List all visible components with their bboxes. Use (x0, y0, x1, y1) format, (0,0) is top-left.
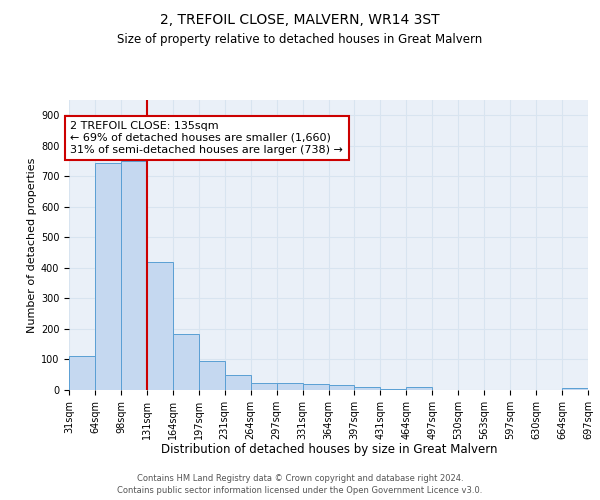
Text: Size of property relative to detached houses in Great Malvern: Size of property relative to detached ho… (118, 32, 482, 46)
Bar (355, 387, 380, 390)
Bar (329, 384, 355, 390)
Bar (147, 262, 173, 390)
Bar (406, 387, 432, 390)
Bar (277, 384, 302, 390)
Y-axis label: Number of detached properties: Number of detached properties (26, 158, 37, 332)
Bar (302, 384, 329, 390)
Bar (173, 334, 199, 390)
Text: 2 TREFOIL CLOSE: 135sqm
← 69% of detached houses are smaller (1,660)
31% of semi: 2 TREFOIL CLOSE: 135sqm ← 69% of detache… (70, 122, 343, 154)
Bar (562, 388, 588, 390)
Text: Distribution of detached houses by size in Great Malvern: Distribution of detached houses by size … (161, 442, 497, 456)
Bar (69, 356, 95, 390)
Text: Contains public sector information licensed under the Open Government Licence v3: Contains public sector information licen… (118, 486, 482, 495)
Text: 2, TREFOIL CLOSE, MALVERN, WR14 3ST: 2, TREFOIL CLOSE, MALVERN, WR14 3ST (160, 12, 440, 26)
Bar (121, 161, 147, 390)
Bar (199, 360, 224, 390)
Bar (251, 384, 277, 390)
Bar (225, 376, 251, 390)
Bar (95, 162, 121, 390)
Text: Contains HM Land Registry data © Crown copyright and database right 2024.: Contains HM Land Registry data © Crown c… (137, 474, 463, 483)
